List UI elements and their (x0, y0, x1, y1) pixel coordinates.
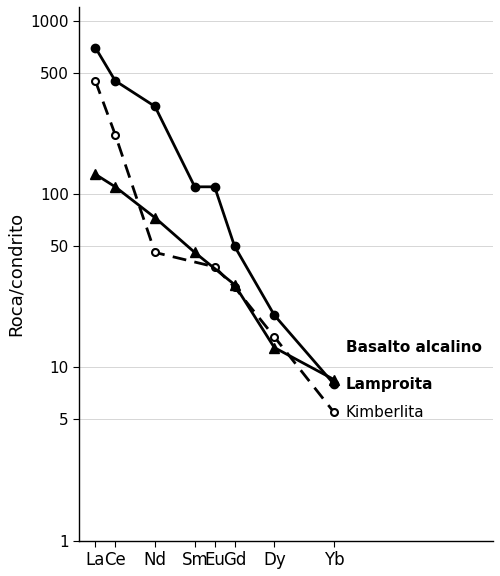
Y-axis label: Roca/condrito: Roca/condrito (7, 212, 25, 336)
Text: Lamproita: Lamproita (346, 377, 434, 392)
Text: Basalto alcalino: Basalto alcalino (346, 340, 482, 355)
Text: Kimberlita: Kimberlita (346, 405, 424, 420)
